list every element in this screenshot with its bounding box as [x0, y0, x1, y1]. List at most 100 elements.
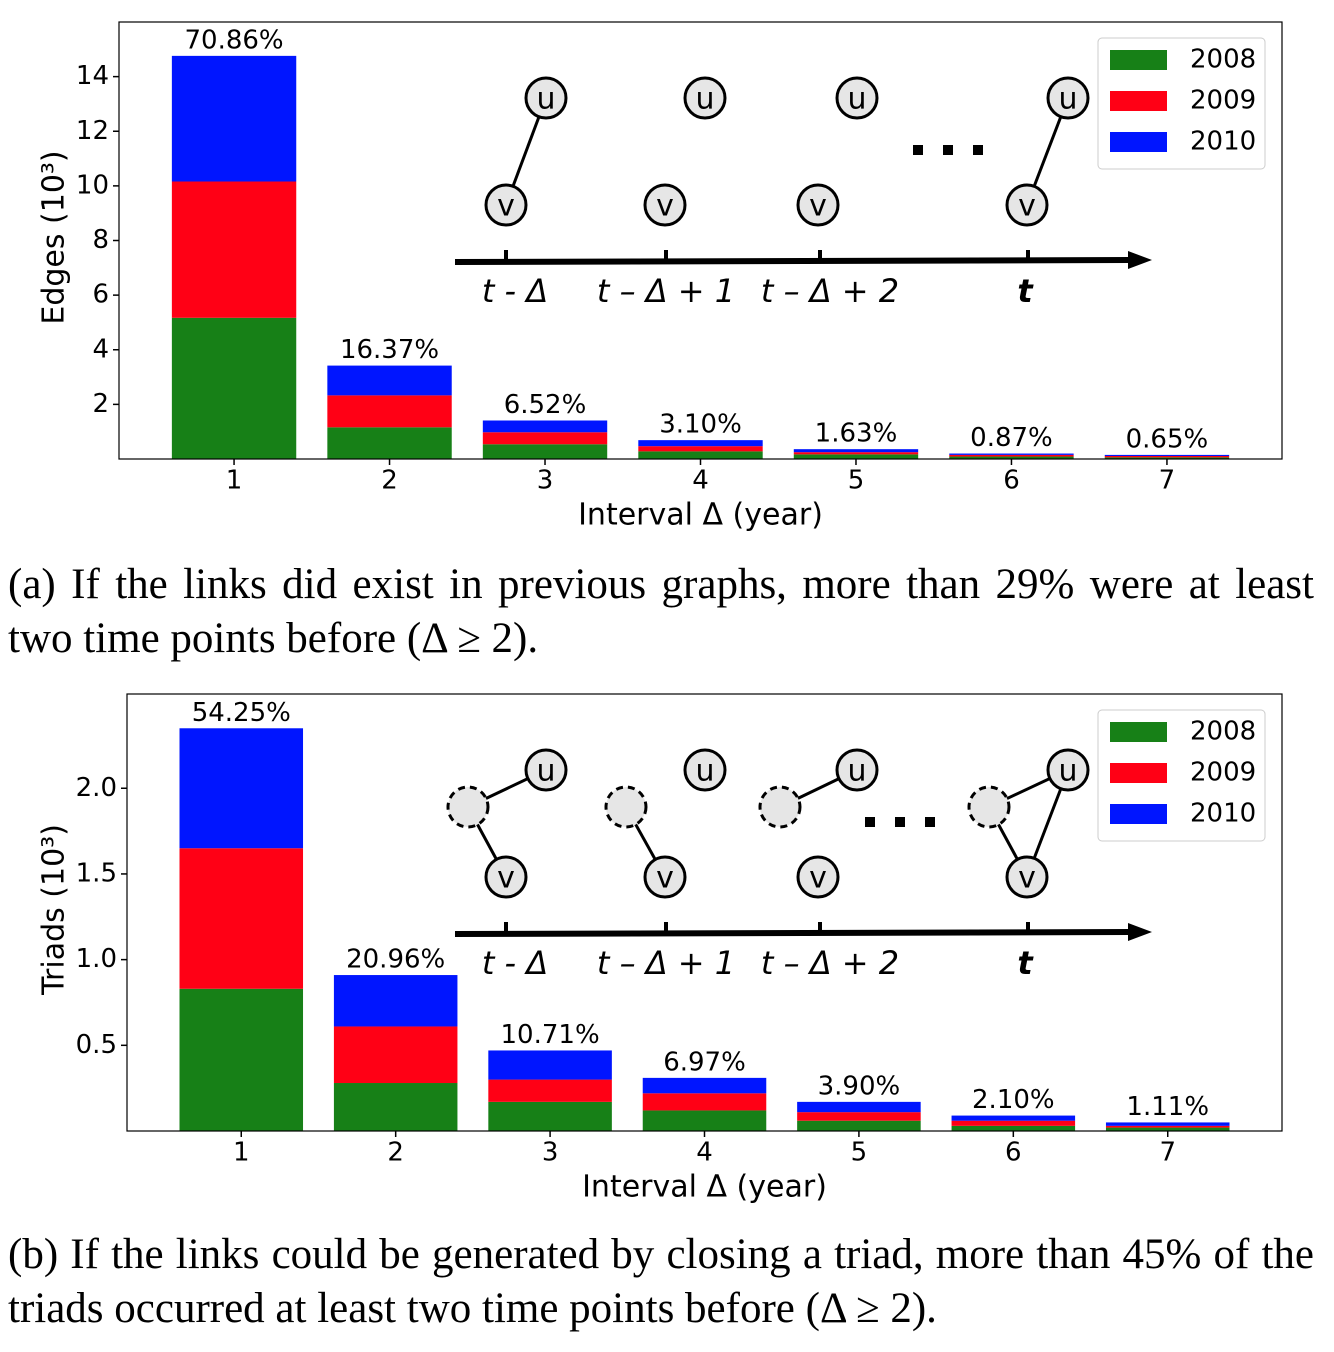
bar-segment: [1105, 1125, 1230, 1128]
bar-segment: [1104, 455, 1230, 458]
x-tick-label: 1: [233, 1138, 250, 1168]
bar-total-label: 3.10%: [659, 410, 742, 440]
inset-node: [683, 76, 727, 120]
bar-segment: [797, 1112, 921, 1121]
bar-total-label: 1.63%: [815, 419, 898, 449]
inset-time-label: t – Δ + 1: [597, 944, 735, 982]
legend-swatch: [1110, 91, 1167, 111]
bar-segment: [179, 988, 304, 1131]
inset-node-label: u: [847, 754, 866, 789]
bar-total-label: 2.10%: [972, 1085, 1055, 1115]
legend-label: 2009: [1190, 758, 1256, 788]
inset-arrowhead: [1128, 923, 1152, 941]
plot-frame: [126, 693, 1283, 1132]
legend-swatch: [1110, 722, 1167, 742]
chart: 54.25% 20.96% 10.71% 6.97% 3.90% 2.10% 1.11% 0.…: [37, 693, 1283, 1205]
x-tick-label: 6: [1005, 1138, 1022, 1168]
inset-ellipsis: [895, 817, 905, 827]
inset-node-label: v: [656, 189, 674, 224]
bar-total-label: 20.96%: [346, 945, 445, 975]
bar-segment: [642, 1110, 767, 1131]
y-tick-label: 2: [92, 389, 109, 419]
y-tick-label: 2.0: [76, 773, 117, 803]
bar-segment: [951, 1125, 1076, 1131]
x-tick-label: 2: [381, 466, 398, 496]
bar-segment: [327, 395, 452, 428]
bar-segment: [488, 1050, 612, 1080]
inset-axis: [454, 929, 1131, 937]
inset-node-label: v: [497, 861, 515, 896]
bar-segment: [333, 975, 458, 1027]
bar-segment: [797, 1120, 921, 1131]
inset-time-label: t - Δ: [482, 944, 548, 982]
bar-segment: [642, 1077, 767, 1094]
bar-segment: [797, 1101, 921, 1113]
inset-node: [643, 183, 687, 227]
y-tick-label: 1.5: [76, 858, 117, 888]
x-axis-label: Interval Δ (year): [578, 498, 823, 533]
inset-node-label: u: [536, 754, 555, 789]
bar-total-label: 0.87%: [970, 423, 1053, 453]
legend-label: 2010: [1190, 799, 1256, 829]
bar-segment: [949, 454, 1074, 457]
legend-swatch: [1110, 132, 1167, 152]
bar-segment: [1104, 457, 1230, 459]
y-tick-label: 12: [76, 116, 109, 146]
inset-node: [835, 748, 879, 792]
inset-node-label: v: [809, 861, 827, 896]
inset-node-label: u: [847, 82, 866, 117]
plot-frame: [118, 21, 1283, 460]
bar-segment: [951, 1115, 1076, 1121]
inset-arrowhead: [1128, 251, 1152, 269]
inset-node-label: v: [656, 861, 674, 896]
y-tick-label: 0.5: [76, 1030, 117, 1060]
bar-segment: [488, 1101, 612, 1131]
inset-hidden-node: [604, 785, 648, 829]
bar-segment: [488, 1079, 612, 1102]
inset-node-label: u: [695, 82, 714, 117]
bar-segment: [327, 427, 452, 459]
bar-segment: [638, 440, 763, 447]
inset-node-label: v: [1018, 189, 1036, 224]
inset-node: [484, 183, 528, 227]
bar-segment: [171, 317, 297, 459]
inset-node: [796, 855, 840, 899]
legend-label: 2008: [1190, 45, 1256, 75]
inset-node-label: u: [536, 82, 555, 117]
bar-segment: [951, 1120, 1076, 1126]
legend-label: 2008: [1190, 717, 1256, 747]
bar-segment: [333, 1083, 458, 1131]
bar-segment: [171, 55, 297, 182]
inset-ellipsis: [943, 145, 953, 155]
x-tick-label: 7: [1159, 466, 1176, 496]
bar-total-label: 6.97%: [663, 1047, 746, 1077]
bar-segment: [793, 449, 919, 453]
caption: (b) If the links could be generated by c…: [8, 1231, 1314, 1332]
bar-segment: [171, 181, 297, 318]
inset-node: [683, 748, 727, 792]
y-tick-label: 10: [76, 170, 109, 200]
inset-node-label: v: [1018, 861, 1036, 896]
x-tick-label: 2: [387, 1138, 404, 1168]
bar-total-label: 70.86%: [184, 25, 283, 55]
x-tick-label: 6: [1003, 466, 1020, 496]
bar-segment: [482, 444, 608, 459]
inset-node: [796, 183, 840, 227]
bar-total-label: 10.71%: [501, 1020, 600, 1050]
bar-segment: [638, 451, 763, 459]
y-axis-label: Edges (10³): [37, 150, 72, 324]
legend-swatch: [1110, 763, 1167, 783]
bar-segment: [333, 1026, 458, 1084]
inset-time-label: t – Δ + 1: [597, 272, 735, 310]
inset-node-label: u: [695, 754, 714, 789]
inset-time-label: t: [1017, 944, 1034, 982]
x-axis-label: Interval Δ (year): [582, 1170, 827, 1205]
inset-node-label: v: [809, 189, 827, 224]
bar-segment: [793, 454, 919, 459]
inset-node: [524, 76, 568, 120]
x-tick-label: 1: [226, 466, 243, 496]
bar-segment: [1105, 1127, 1230, 1131]
bar-segment: [179, 728, 304, 849]
bar-total-label: 6.52%: [504, 390, 587, 420]
